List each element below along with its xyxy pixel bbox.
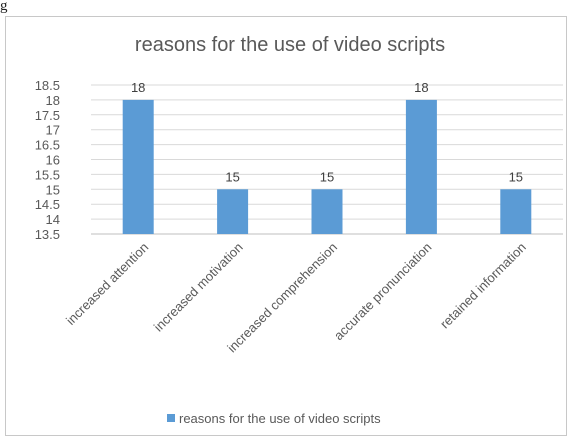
data-label: 15: [225, 169, 239, 184]
category-label: increased attention: [63, 240, 151, 328]
bar: [123, 100, 154, 234]
legend: reasons for the use of video scripts: [167, 411, 381, 426]
chart-title: reasons for the use of video scripts: [135, 34, 445, 56]
y-tick-label: 17: [46, 123, 60, 138]
y-tick-label: 16.5: [35, 138, 60, 153]
category-label: retained information: [437, 240, 529, 332]
bars: [123, 100, 532, 234]
legend-label: reasons for the use of video scripts: [179, 411, 381, 426]
legend-swatch: [167, 414, 175, 422]
bar: [406, 100, 437, 234]
data-label: 15: [320, 169, 334, 184]
data-label: 15: [509, 169, 523, 184]
category-labels: increased attention increased motivationi…: [63, 240, 529, 356]
category-label: accurate pronunciation: [331, 240, 435, 344]
y-tick-label: 18.5: [35, 78, 60, 93]
category-label: increased comprehension: [224, 240, 340, 356]
y-tick-label: 13.5: [35, 227, 60, 242]
y-tick-label: 15.5: [35, 167, 60, 182]
y-tick-label: 15: [46, 182, 60, 197]
y-tick-label: 16: [46, 153, 60, 168]
data-labels: 18 15 15 18 15: [131, 80, 523, 184]
bar: [217, 189, 248, 234]
bar: [500, 189, 531, 234]
data-label: 18: [131, 80, 145, 95]
y-tick-label: 18: [46, 93, 60, 108]
category-label: increased motivation: [151, 240, 246, 335]
y-tick-label: 14: [46, 212, 60, 227]
y-tick-label: 14.5: [35, 197, 60, 212]
data-label: 18: [414, 80, 428, 95]
y-tick-label: 17.5: [35, 108, 60, 123]
bar: [312, 189, 343, 234]
